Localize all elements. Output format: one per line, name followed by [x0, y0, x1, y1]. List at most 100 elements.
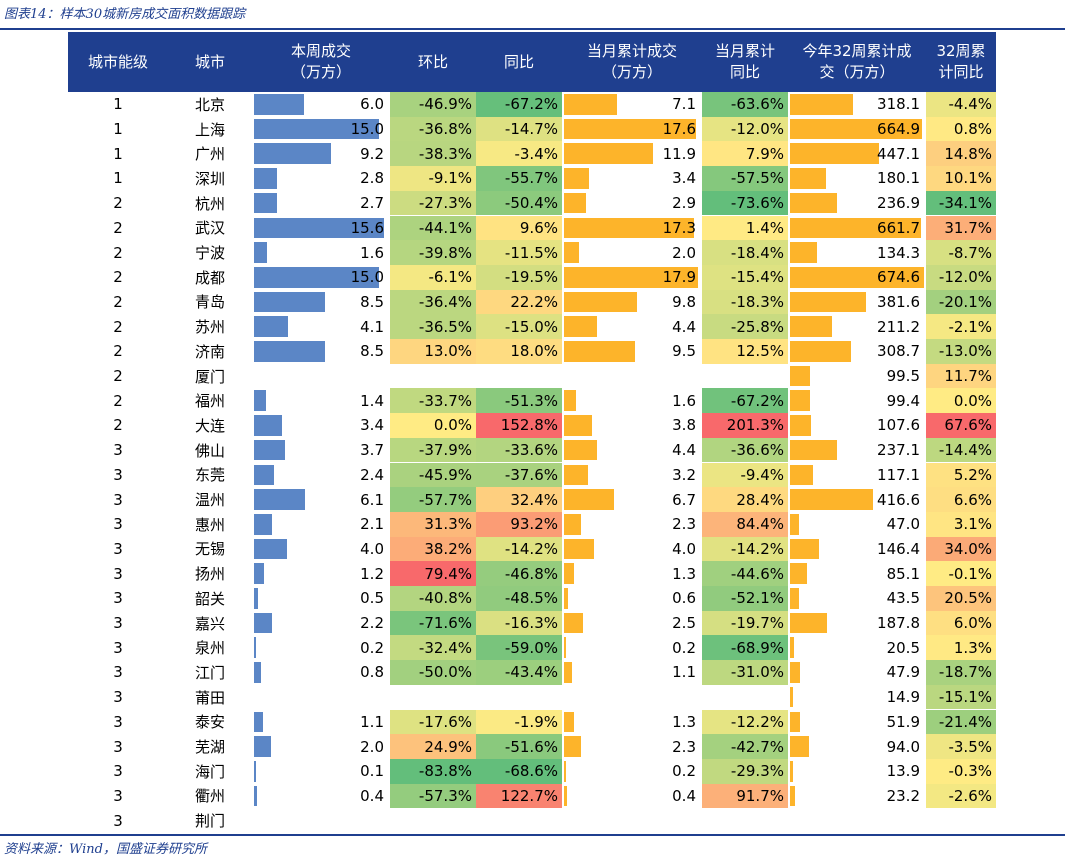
ytd-area-cell: 13.9 [788, 759, 926, 784]
week-area-cell-bar [254, 390, 266, 412]
week-area-cell-value: 1.2 [360, 564, 384, 583]
tier-cell: 3 [113, 762, 123, 781]
month-area-cell-bar [564, 711, 574, 733]
ytd-area-cell-value: 381.6 [877, 292, 920, 311]
tier-cell: 3 [113, 712, 123, 731]
week-area-cell-value: 2.8 [360, 169, 384, 188]
city-cell: 成都 [194, 268, 225, 287]
city-cell: 深圳 [194, 169, 225, 188]
week-area-cell-value: 0.5 [360, 589, 384, 608]
ytd-yoy-cell: -8.7% [926, 240, 996, 265]
month-area-cell-value: 2.9 [672, 194, 696, 213]
week-area-cell-bar [254, 439, 285, 461]
week-area-cell-bar [254, 143, 331, 165]
month-area-cell-value: 3.8 [672, 416, 696, 435]
ytd-area-cell-bar [790, 588, 799, 609]
ytd-area-cell: 447.1 [788, 141, 926, 166]
month-area-cell: 1.3 [562, 710, 702, 735]
city-cell: 济南 [194, 342, 225, 361]
ytd-area-cell [788, 808, 926, 833]
month-area-cell-bar [564, 563, 574, 584]
week-area-cell: 3.7 [252, 438, 390, 463]
month-area-cell-value: 17.9 [662, 268, 696, 287]
ytd-area-cell-value: 107.6 [877, 416, 920, 435]
week-area-cell: 9.2 [252, 141, 390, 166]
ytd-area-cell: 134.3 [788, 240, 926, 265]
month-yoy-cell: -12.0% [702, 116, 788, 142]
week-area-cell: 1.2 [252, 561, 390, 586]
week-yoy-cell: 9.6% [476, 215, 562, 241]
week-mom-cell [390, 808, 476, 833]
month-area-cell-value: 1.6 [672, 391, 696, 410]
ytd-area-cell-value: 43.5 [886, 589, 920, 608]
week-mom-cell: -39.8% [390, 240, 476, 265]
month-area-cell-value: 4.4 [672, 441, 696, 460]
ytd-yoy-cell: 6.6% [926, 487, 996, 512]
month-yoy-cell: -44.6% [702, 561, 788, 586]
tier-cell: 2 [113, 243, 123, 262]
month-yoy-cell [702, 364, 788, 389]
city-cell: 芜湖 [194, 738, 225, 757]
header-ytd-area: 今年32周累计成 交（万方） [802, 42, 912, 81]
week-mom-cell: -36.4% [390, 289, 476, 315]
ytd-yoy-cell: -14.4% [926, 437, 996, 463]
month-area-cell-value: 4.0 [672, 539, 696, 558]
week-area-cell-value: 15.6 [350, 218, 384, 237]
month-area-cell-value: 0.4 [672, 786, 696, 805]
ytd-area-cell-value: 94.0 [886, 737, 920, 756]
week-area-cell-value: 0.4 [360, 786, 384, 805]
month-yoy-cell: 84.4% [702, 511, 788, 537]
month-area-cell-value: 2.3 [672, 515, 696, 534]
table-row: 3 嘉兴 2.2 -71.6% -16.3% 2.5 -19.7% 187.8 6.0% [0, 610, 1065, 636]
city-cell: 青岛 [194, 293, 225, 312]
week-area-cell-bar [254, 266, 379, 288]
week-mom-cell: 13.0% [390, 339, 476, 364]
ytd-area-cell-value: 661.7 [877, 218, 920, 237]
week-mom-cell: -57.7% [390, 487, 476, 512]
table-row: 3 无锡 4.0 38.2% -14.2% 4.0 -14.2% 146.4 34.0% [0, 536, 1065, 562]
ytd-area-cell-bar [790, 785, 795, 807]
week-area-cell-value: 2.4 [360, 465, 384, 484]
month-area-cell-value: 6.7 [672, 490, 696, 509]
week-area-cell-value: 1.4 [360, 391, 384, 410]
week-area-cell: 8.5 [252, 339, 390, 364]
month-area-cell-bar [564, 513, 582, 535]
week-area-cell-bar [254, 513, 272, 535]
ytd-area-cell-bar [790, 612, 828, 634]
week-yoy-cell: -51.3% [476, 388, 562, 414]
month-area-cell-value: 0.2 [672, 638, 696, 657]
city-cell: 苏州 [194, 318, 225, 337]
ytd-area-cell: 43.5 [788, 586, 926, 611]
table-row: 3 温州 6.1 -57.7% 32.4% 6.7 28.4% 416.6 6.6% [0, 487, 1065, 512]
week-yoy-cell: -14.7% [476, 116, 562, 142]
week-area-cell-bar [254, 168, 278, 189]
month-area-cell: 1.6 [562, 388, 702, 413]
month-yoy-cell: -42.7% [702, 734, 788, 759]
ytd-yoy-cell: 6.0% [926, 610, 996, 636]
table-row: 2 武汉 15.6 -44.1% 9.6% 17.3 1.4% 661.7 31.7% [0, 215, 1065, 241]
week-mom-cell: -38.3% [390, 141, 476, 167]
tier-cell: 3 [113, 638, 123, 657]
table-row: 3 佛山 3.7 -37.9% -33.6% 4.4 -36.6% 237.1 -14.4% [0, 437, 1065, 463]
week-yoy-cell: 122.7% [476, 783, 562, 809]
ytd-area-cell-bar [790, 118, 923, 140]
week-mom-cell: -36.5% [390, 314, 476, 339]
month-area-cell: 17.9 [562, 265, 702, 290]
city-cell: 武汉 [194, 219, 225, 238]
table-row: 3 泉州 0.2 -32.4% -59.0% 0.2 -68.9% 20.5 1.3% [0, 635, 1065, 661]
month-area-cell-value: 11.9 [662, 144, 696, 163]
ytd-yoy-cell: -18.7% [926, 660, 996, 685]
week-area-cell: 1.6 [252, 240, 390, 265]
week-area-cell-bar [254, 785, 258, 807]
ytd-yoy-cell: 20.5% [926, 586, 996, 611]
week-mom-cell: 38.2% [390, 536, 476, 562]
month-area-cell-bar [564, 168, 590, 189]
ytd-area-cell-value: 664.9 [877, 120, 920, 139]
month-yoy-cell: 1.4% [702, 215, 788, 241]
ytd-area-cell-bar [790, 538, 820, 560]
month-yoy-cell: 12.5% [702, 339, 788, 364]
week-area-cell-bar [254, 563, 264, 584]
week-mom-cell: -83.8% [390, 758, 476, 784]
ytd-area-cell-bar [790, 365, 810, 387]
month-area-cell-bar [564, 94, 618, 115]
